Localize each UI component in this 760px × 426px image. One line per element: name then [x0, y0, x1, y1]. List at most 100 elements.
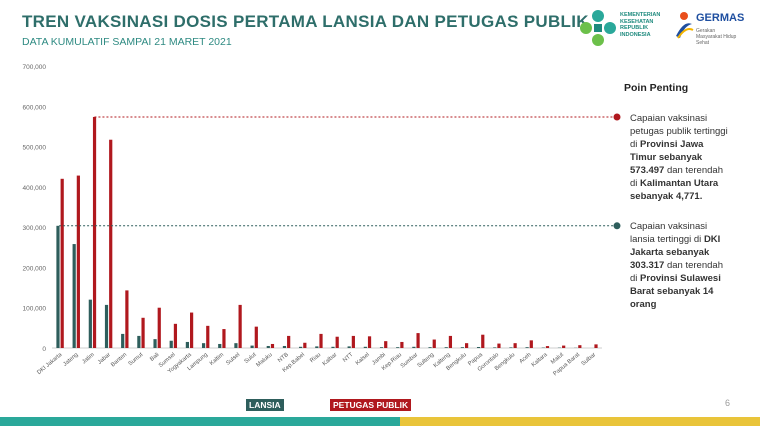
key-point-text: 303.317	[630, 260, 665, 271]
bar-petugas-publik	[287, 335, 291, 348]
bar-lansia	[169, 340, 173, 348]
x-tick-label: Kaltara	[531, 351, 550, 368]
germas-subtext: Gerakan Masyarakat Hidup Sehat	[696, 28, 737, 46]
key-point-text: 573.497	[630, 165, 665, 176]
x-tick-label: DKI Jakarta	[36, 351, 64, 376]
bar-lansia	[331, 346, 335, 348]
bar-lansia	[218, 343, 222, 348]
x-tick-label: NTB	[277, 352, 290, 364]
key-point-line: orang	[630, 298, 758, 311]
y-tick-label: 100,000	[23, 306, 47, 313]
bar-petugas-publik	[497, 343, 501, 348]
bar-petugas-publik	[157, 307, 161, 348]
x-tick-label: Sulteng	[417, 352, 436, 369]
bar-lansia	[444, 347, 448, 348]
bar-lansia	[153, 339, 157, 348]
key-point-text: sebanyak 4,771.	[630, 191, 703, 202]
y-tick-label: 400,000	[23, 185, 47, 192]
bar-petugas-publik	[141, 317, 145, 348]
bar-lansia	[266, 345, 270, 348]
page-subtitle: DATA KUMULATIF SAMPAI 21 MARET 2021	[22, 36, 232, 48]
bar-petugas-publik	[76, 175, 80, 348]
bar-petugas-publik	[190, 312, 194, 348]
key-point-text: DKI	[703, 234, 721, 245]
bar-petugas-publik	[594, 344, 598, 348]
bar-lansia	[493, 347, 497, 348]
y-tick-label: 300,000	[23, 225, 47, 232]
key-point-text: Barat sebanyak 14	[630, 286, 714, 297]
x-tick-label: Jatim	[81, 352, 96, 366]
bar-lansia	[250, 345, 254, 348]
key-point-line: sebanyak 4,771.	[630, 190, 758, 203]
key-point-text: lansia tertinggi di	[630, 234, 704, 245]
bar-petugas-publik	[400, 341, 404, 348]
key-point-line: Timur sebanyak	[630, 151, 758, 164]
bar-petugas-publik	[238, 304, 242, 348]
footer-bar-teal	[0, 417, 400, 426]
page-title: TREN VAKSINASI DOSIS PERTAMA LANSIA DAN …	[22, 12, 589, 31]
key-point-text: Capaian vaksinasi	[630, 113, 708, 124]
bar-petugas-publik	[448, 335, 453, 348]
bar-petugas-publik	[481, 334, 485, 348]
bar-petugas-publik	[303, 342, 307, 348]
x-tick-label: Maluku	[255, 352, 273, 369]
kemenkes-text: KEMENTERIAN KESEHATAN REPUBLIK INDONESIA	[620, 12, 661, 38]
x-tick-label: Kalsel	[355, 352, 371, 367]
key-point-text: Capaian vaksinasi	[630, 221, 708, 232]
key-point-text: Kalimantan Utara	[640, 178, 719, 189]
key-points-panel: Poin Penting	[612, 82, 752, 94]
bar-lansia	[137, 335, 141, 348]
x-tick-label: Riau	[309, 352, 322, 364]
key-point-text: Timur sebanyak	[630, 152, 703, 163]
legend-lansia: LANSIA	[246, 399, 284, 411]
bar-petugas-publik	[335, 336, 339, 348]
key-point-text: Jakarta sebanyak	[630, 247, 710, 258]
bar-petugas-publik	[351, 335, 355, 348]
x-tick-label: Kalbar	[322, 352, 339, 367]
bar-lansia	[88, 299, 92, 348]
bar-lansia	[185, 341, 189, 348]
y-tick-label: 600,000	[23, 104, 47, 111]
bar-petugas-publik	[465, 343, 469, 348]
key-point-text: dan terendah	[664, 165, 723, 176]
bar-lansia	[428, 347, 432, 348]
bar-lansia	[460, 347, 464, 348]
bar-petugas-publik	[60, 178, 64, 348]
x-tick-label: Bali	[149, 352, 160, 363]
key-point-line: Capaian vaksinasi	[630, 112, 758, 125]
x-tick-label: Sumut	[128, 352, 145, 368]
logos: KEMENTERIAN KESEHATAN REPUBLIK INDONESIA…	[576, 6, 746, 50]
y-tick-label: 700,000	[23, 64, 47, 71]
bar-lansia	[56, 225, 60, 348]
y-tick-label: 0	[42, 346, 46, 353]
bar-petugas-publik	[206, 325, 210, 348]
bar-lansia	[476, 346, 481, 348]
bar-petugas-publik	[222, 329, 226, 348]
bar-lansia	[104, 304, 109, 348]
y-tick-label: 200,000	[23, 265, 47, 272]
key-point-text: Provinsi Jawa	[640, 139, 704, 150]
key-point-text: di	[630, 139, 641, 150]
key-point-text: dan terendah	[664, 260, 723, 271]
bar-lansia	[509, 347, 513, 348]
bar-petugas-publik	[545, 346, 550, 348]
legend-petugas-publik: PETUGAS PUBLIK	[330, 399, 412, 411]
bar-petugas-publik	[513, 343, 517, 348]
bar-petugas-publik	[319, 333, 323, 348]
x-tick-label: NTT	[342, 352, 355, 364]
bar-lansia	[315, 346, 319, 348]
x-tick-label: Sulsel	[225, 352, 241, 367]
key-point-line: di Provinsi Jawa	[630, 138, 758, 151]
reference-marker	[613, 113, 621, 121]
bar-petugas-publik	[92, 116, 97, 348]
bar-petugas-publik	[416, 333, 420, 348]
bar-petugas-publik	[384, 341, 388, 348]
bar-lansia	[201, 343, 206, 348]
key-point-line: di Kalimantan Utara	[630, 177, 758, 190]
x-tick-label: Kaltim	[209, 352, 225, 367]
bar-lansia	[299, 346, 303, 348]
key-point-text: di	[630, 273, 641, 284]
key-point-line: Barat sebanyak 14	[630, 285, 758, 298]
bar-petugas-publik	[578, 345, 582, 348]
